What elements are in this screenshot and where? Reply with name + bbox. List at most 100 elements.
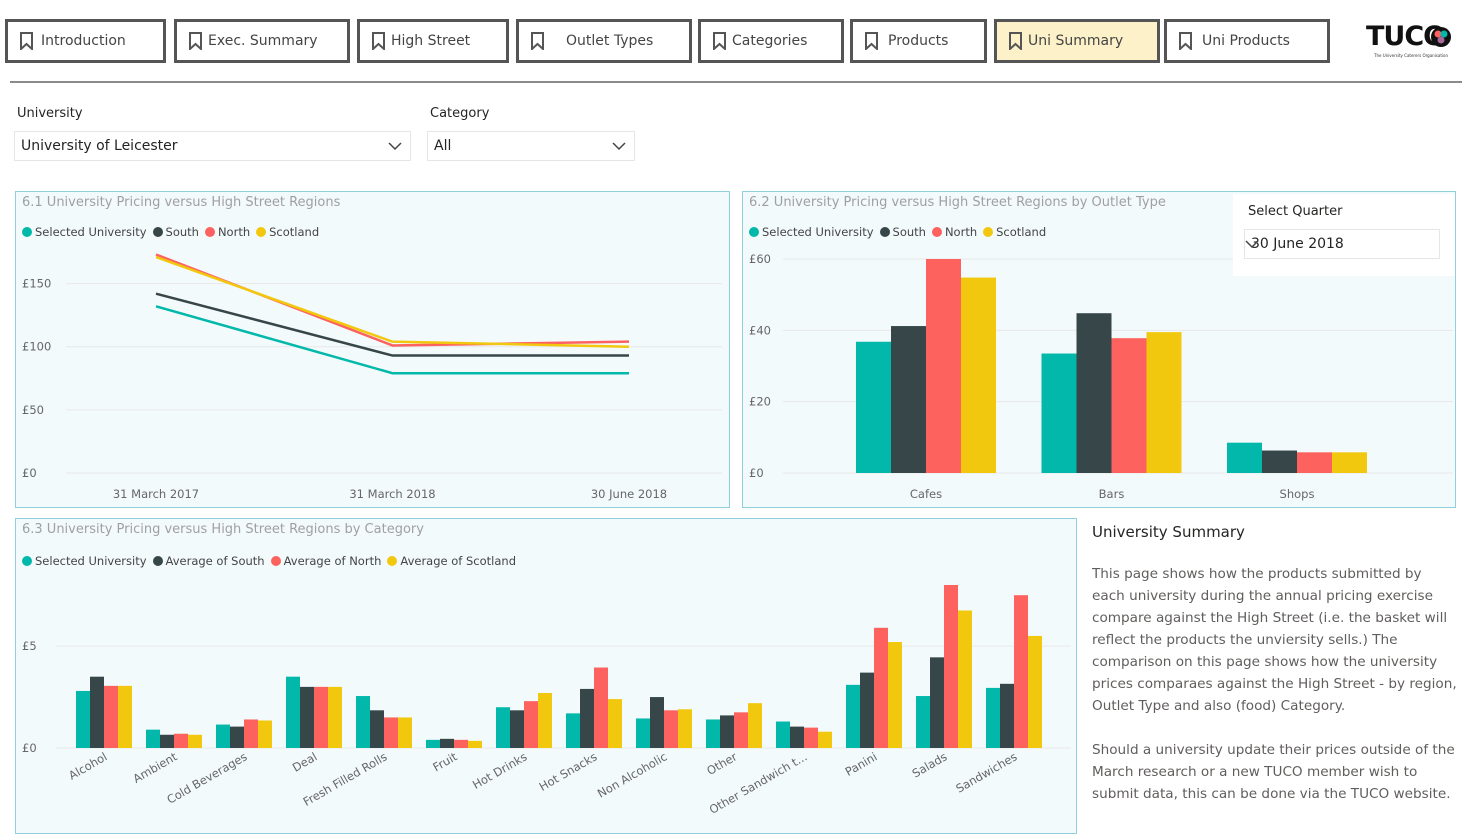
bookmark-icon (713, 32, 726, 50)
legend-label: Scotland (996, 225, 1047, 239)
chart-panel-6-2: 6.2 University Pricing versus High Stree… (742, 191, 1456, 508)
chart-title: 6.1 University Pricing versus High Stree… (22, 195, 341, 210)
bar (748, 703, 762, 748)
tab-outlet-types[interactable]: Outlet Types (516, 19, 692, 63)
tab-label: Products (888, 33, 949, 49)
x-tick-label: Fruit (430, 749, 460, 774)
bar (580, 688, 594, 748)
tab-high-street[interactable]: High Street (357, 19, 509, 63)
x-tick-label: Cafes (910, 487, 942, 501)
bar (440, 738, 454, 748)
bar (734, 712, 748, 748)
bar (1000, 683, 1014, 748)
tab-categories[interactable]: Categories (698, 19, 844, 63)
x-tick-label: Bars (1099, 487, 1125, 501)
y-tick-label: £5 (22, 639, 37, 653)
bar (146, 729, 160, 748)
tab-label: Exec. Summary (208, 33, 318, 49)
bar (706, 719, 720, 748)
tab-products[interactable]: Products (850, 19, 987, 63)
category-value: All (434, 138, 452, 154)
chevron-down-icon (612, 142, 626, 151)
legend-item-south: South (152, 225, 199, 239)
university-summary: University Summary This page shows how t… (1092, 523, 1458, 827)
bar (720, 715, 734, 748)
bar (454, 739, 468, 748)
tab-uni-summary[interactable]: Uni Summary (994, 19, 1160, 63)
university-value: University of Leicester (21, 138, 178, 154)
y-tick-label: £0 (749, 466, 764, 480)
tab-label: Categories (732, 33, 808, 49)
bar (1146, 332, 1182, 473)
bar (90, 676, 104, 748)
legend-label: South (892, 225, 926, 239)
line-chart: £0 £50 £100 £150 31 March 2017 31 March 2018 3… (22, 253, 722, 501)
summary-paragraph: This page shows how the products submitt… (1092, 566, 1457, 714)
bar (594, 667, 608, 748)
legend-dot (256, 227, 267, 237)
bar (664, 710, 678, 748)
chart-title: 6.2 University Pricing versus High Stree… (749, 195, 1166, 210)
quarter-value: 30 June 2018 (1251, 236, 1344, 252)
bar (370, 710, 384, 748)
university-dropdown[interactable]: University of Leicester (14, 131, 411, 161)
bar (1262, 450, 1297, 473)
quarter-slicer: Select Quarter 30 June 2018 (1233, 194, 1455, 276)
legend-label: North (217, 225, 251, 239)
legend-label: Average of South (165, 554, 265, 568)
x-tick-label: Salads (910, 749, 950, 780)
category-dropdown[interactable]: All (427, 131, 635, 161)
tab-label: Uni Summary (1028, 33, 1124, 49)
x-tick-label: Ambient (131, 749, 180, 786)
tab-label: Uni Products (1202, 33, 1290, 49)
x-tick-label: Panini (843, 749, 880, 778)
bar (1297, 452, 1332, 473)
legend-dot (983, 227, 994, 237)
legend-item-selected: Selected University (22, 225, 147, 239)
legend-item-north: North (931, 225, 977, 239)
quarter-dropdown[interactable]: 30 June 2018 (1244, 229, 1440, 259)
legend-label: Average of North (283, 554, 382, 568)
bar (468, 740, 482, 748)
tab-introduction[interactable]: Introduction (5, 19, 166, 63)
bookmark-icon (372, 32, 385, 50)
legend-label: South (165, 225, 199, 239)
bar (1111, 338, 1147, 473)
y-tick-label: £0 (22, 741, 37, 755)
x-tick-label: 31 March 2018 (349, 487, 435, 501)
bookmark-icon (865, 32, 878, 50)
tuco-logo: TUCO The University Caterers Organisatio… (1366, 22, 1462, 62)
legend-label: Average of Scotland (400, 554, 516, 568)
bookmark-icon (531, 32, 544, 50)
bar (328, 686, 342, 748)
bar (300, 686, 314, 748)
x-tick-label: Alcohol (66, 749, 109, 782)
tab-label: Introduction (41, 33, 126, 49)
bar (314, 686, 328, 748)
bar (188, 734, 202, 748)
bar (856, 341, 891, 473)
chart-legend: Selected University South North Scotland (22, 225, 325, 239)
chart-panel-6-3: 6.3 University Pricing versus High Stree… (15, 518, 1077, 834)
legend-dot (152, 227, 163, 237)
tab-uni-products[interactable]: Uni Products (1164, 19, 1330, 63)
category-label: Category (430, 106, 490, 121)
bar (538, 692, 552, 748)
bar (174, 733, 188, 748)
bar (230, 726, 244, 748)
header-divider (10, 81, 1462, 83)
tab-exec-summary[interactable]: Exec. Summary (174, 19, 350, 63)
bar (118, 685, 132, 748)
bar (916, 696, 930, 748)
legend-dot (270, 556, 281, 566)
bar (1332, 452, 1367, 473)
bar (398, 717, 412, 748)
chart-legend: Selected University South North Scotland (749, 225, 1052, 239)
bar (1028, 635, 1042, 748)
bar (804, 727, 818, 748)
legend-dot (387, 556, 398, 566)
logo-circle-icon (1431, 27, 1451, 47)
bar (860, 672, 874, 748)
chart-legend: Selected University Average of South Ave… (22, 554, 522, 568)
bar (1014, 595, 1028, 748)
